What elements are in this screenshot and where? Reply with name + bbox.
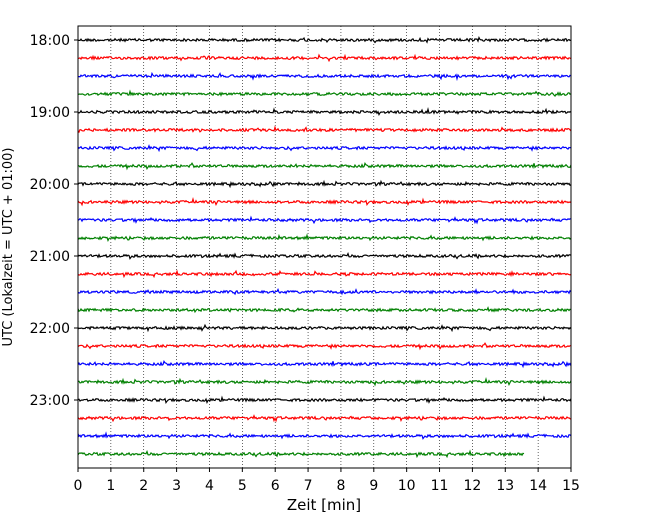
x-tick-label: 1	[106, 478, 115, 494]
trace-1815	[77, 53, 572, 63]
trace-2115	[77, 269, 572, 279]
trace-1830	[77, 71, 572, 82]
y-tick-label: 23:00	[30, 393, 70, 409]
x-tick-label: 14	[529, 478, 547, 494]
x-tick-label: 8	[336, 478, 345, 494]
x-tick-label: 6	[271, 478, 280, 494]
trace-2230	[77, 360, 572, 369]
trace-2200	[77, 323, 572, 333]
x-tick-label: 3	[172, 478, 181, 494]
x-tick-label: 2	[139, 478, 148, 494]
x-axis: 0 1 2 3 4 5 6 7 8 9 10 11 12 13 14 15	[74, 468, 580, 494]
x-tick-label: 13	[496, 478, 514, 494]
trace-2045	[77, 233, 572, 243]
trace-1930	[77, 144, 572, 153]
trace-2030	[77, 215, 571, 225]
y-tick-label: 22:00	[30, 321, 70, 337]
trace-2245	[77, 377, 572, 387]
x-tick-label: 12	[463, 478, 481, 494]
trace-2300	[77, 395, 572, 405]
x-tick-label: 10	[398, 478, 416, 494]
trace-2330	[77, 431, 572, 440]
trace-1945	[77, 162, 572, 171]
trace-1800	[77, 35, 572, 44]
trace-2015	[77, 197, 572, 207]
trace-2130	[77, 287, 572, 296]
trace-1900	[77, 106, 572, 116]
trace-group	[77, 35, 572, 459]
trace-1845	[77, 89, 572, 97]
x-tick-label: 11	[431, 478, 449, 494]
y-axis: 18:00 19:00 20:00 21:00 22:00 23:00	[30, 33, 78, 409]
plot-frame	[77, 25, 572, 469]
grid-lines	[110, 26, 539, 468]
x-tick-label: 5	[238, 478, 247, 494]
trace-2100	[77, 251, 572, 260]
x-tick-label: 7	[304, 478, 313, 494]
x-tick-label: 9	[369, 478, 378, 494]
y-tick-label: 18:00	[30, 33, 70, 49]
trace-2145	[77, 306, 572, 314]
y-tick-label: 20:00	[30, 177, 70, 193]
trace-2215	[77, 342, 572, 351]
y-axis-label: UTC (Lokalzeit = UTC + 01:00)	[1, 148, 16, 347]
trace-2000	[77, 179, 572, 189]
trace-1915	[77, 125, 572, 134]
y-tick-label: 19:00	[30, 105, 70, 121]
trace-2345	[77, 449, 525, 459]
x-tick-label: 15	[562, 478, 580, 494]
x-axis-label: Zeit [min]	[287, 496, 361, 514]
y-tick-label: 21:00	[30, 249, 70, 265]
x-tick-label: 0	[74, 478, 83, 494]
x-tick-label: 4	[205, 478, 214, 494]
trace-2315	[77, 414, 572, 423]
